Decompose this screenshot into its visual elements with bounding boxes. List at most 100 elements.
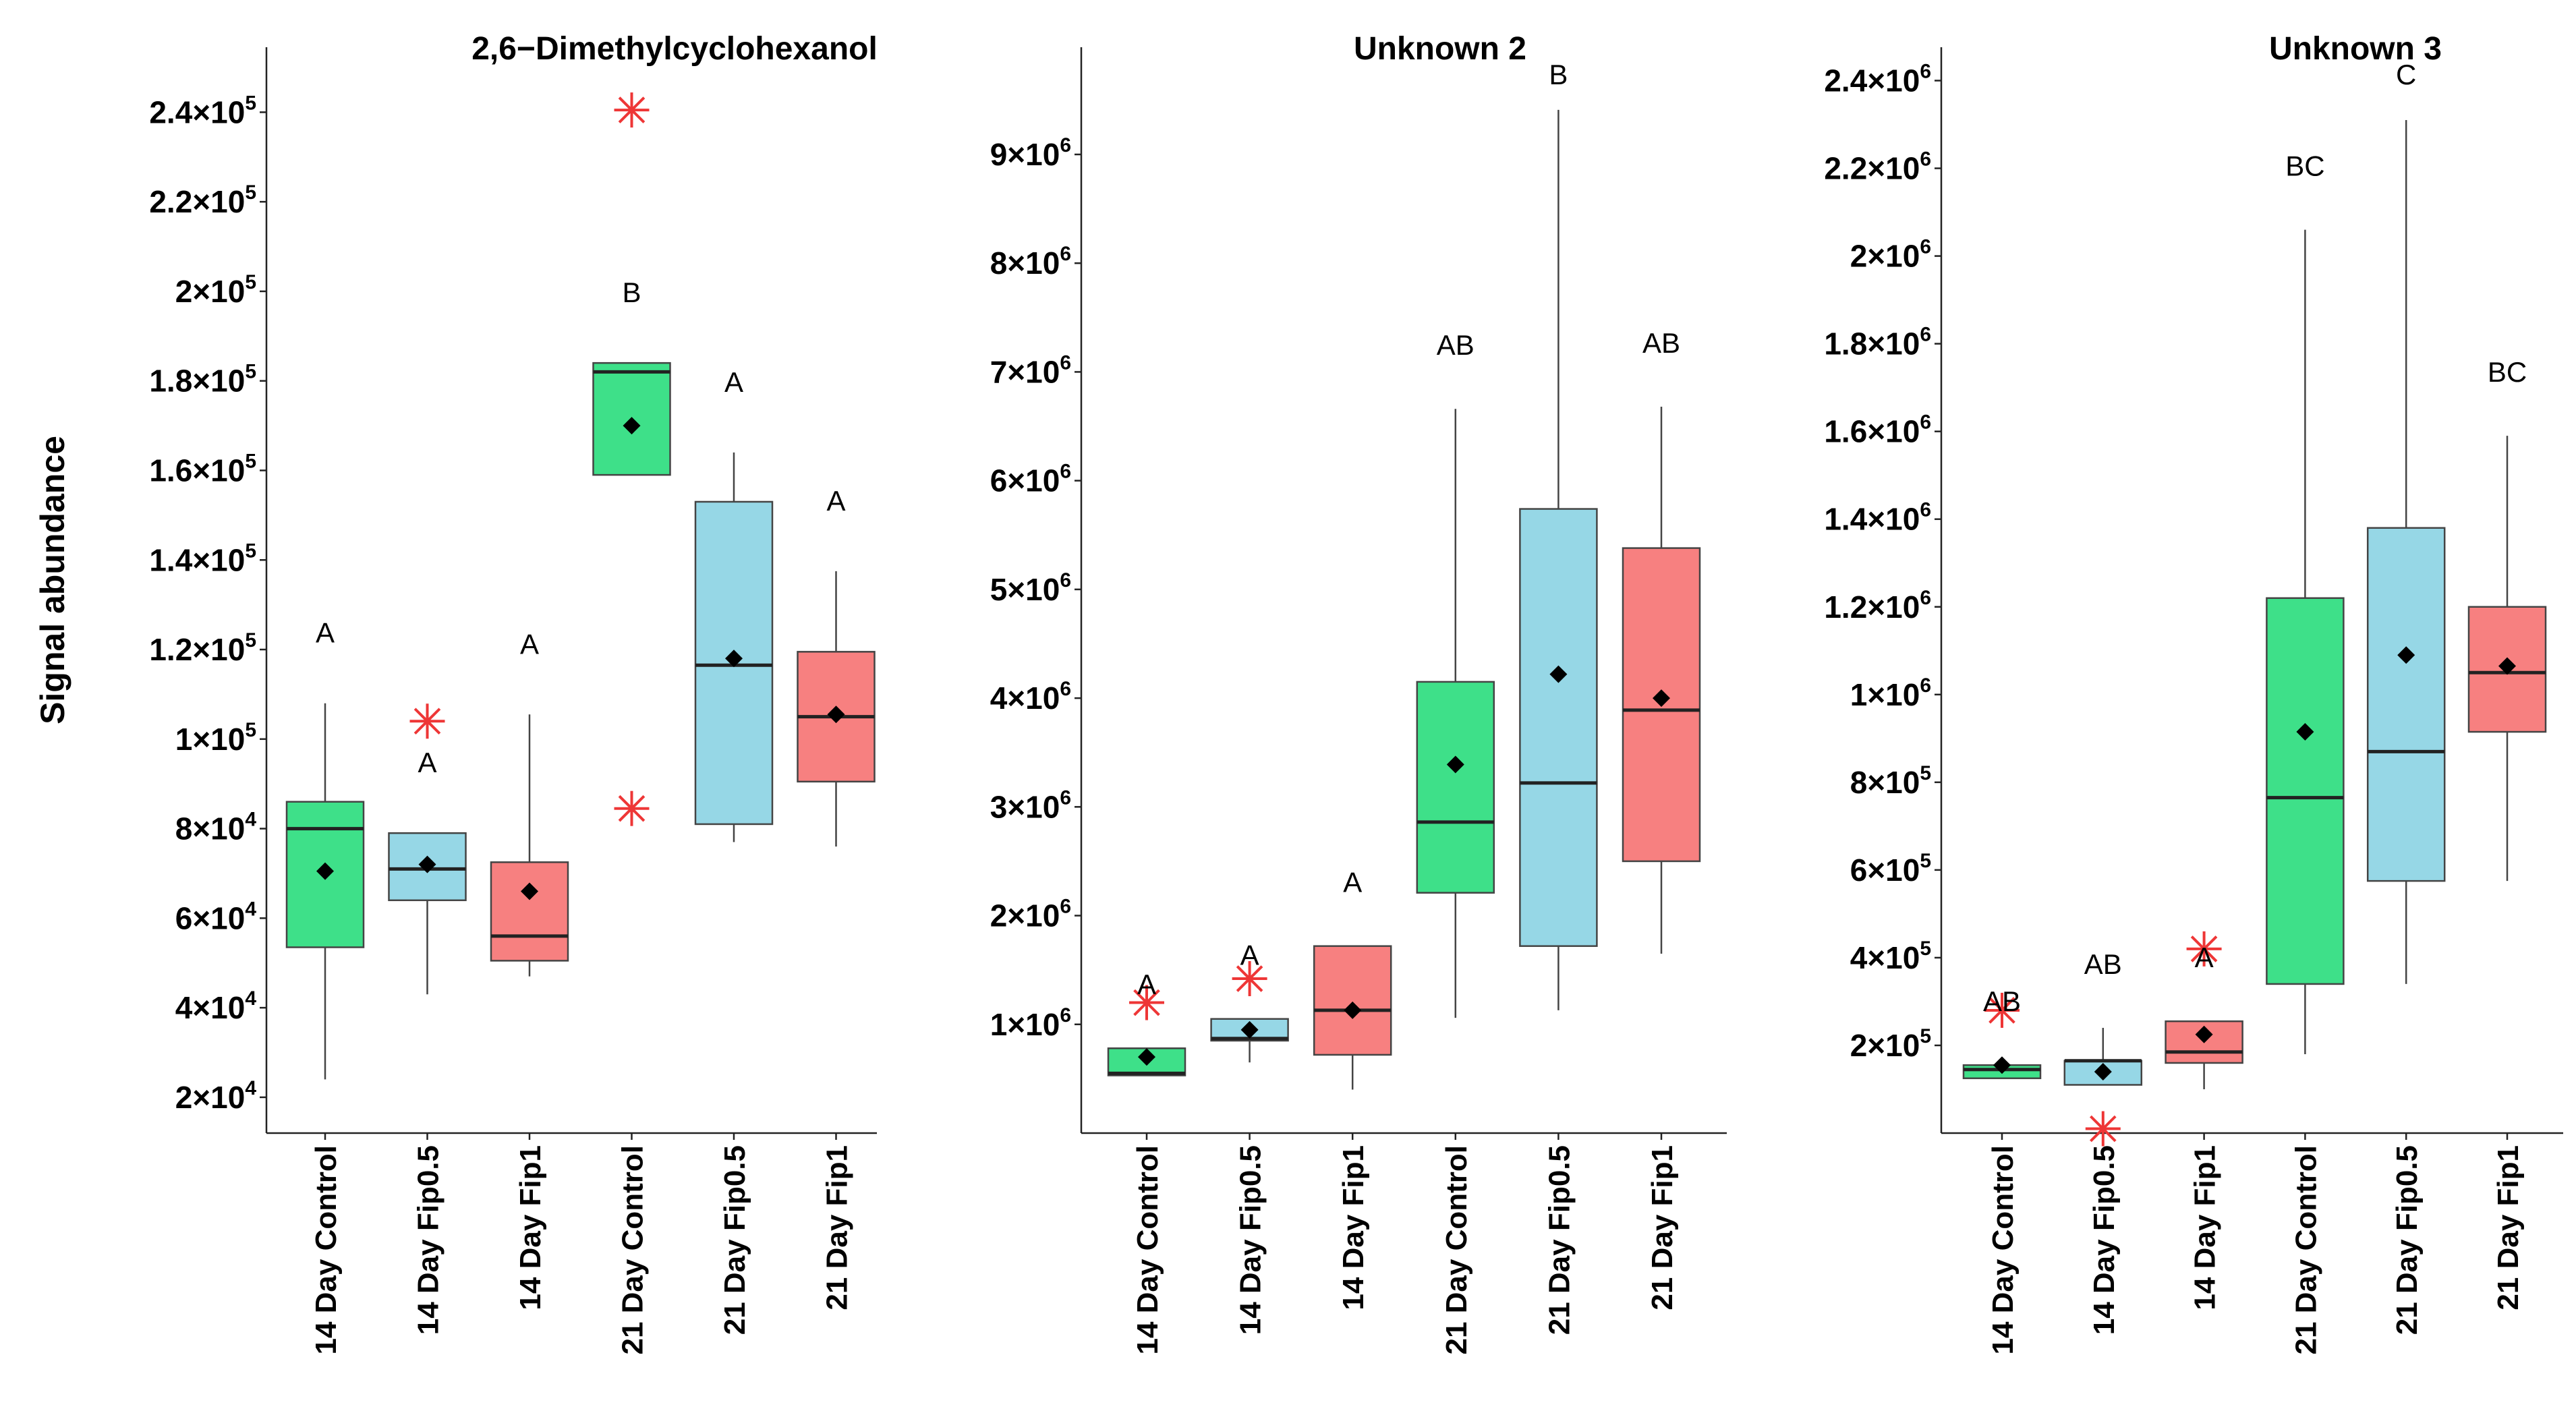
outlier-marker-stroke (618, 96, 646, 123)
mean-marker (1993, 1056, 2011, 1074)
mean-marker (1653, 689, 1670, 708)
mean-marker (1138, 1048, 1155, 1066)
mean-marker (418, 855, 436, 873)
outlier-marker (614, 92, 650, 128)
x-tick-label: 21 Day Fip1 (2492, 1145, 2525, 1310)
y-tick-label: 2.4×105 (149, 92, 256, 129)
mean-marker (1344, 1001, 1362, 1019)
x-tick-label: 21 Day Fip1 (1646, 1145, 1679, 1310)
y-tick-label: 1.4×105 (149, 540, 256, 577)
x-tick-label: 21 Day Fip0.5 (1543, 1145, 1576, 1335)
x-tick-label: 21 Day Control (2289, 1145, 2322, 1355)
iqr-box (490, 861, 569, 962)
box-21-day-fip1: 21 Day Fip1 A (797, 485, 876, 1310)
group-letter: A (520, 628, 539, 660)
y-tick-label: 1×106 (1850, 674, 1931, 712)
group-letter: A (2195, 942, 2214, 973)
y-tick-label: 2×105 (1850, 1025, 1931, 1063)
x-tick-label: 14 Day Fip1 (514, 1145, 547, 1310)
box-21-day-fip1: 21 Day Fip1 BC (2467, 356, 2547, 1310)
mean-marker (827, 705, 845, 724)
group-letter: BC (2488, 356, 2527, 388)
chart-title: Unknown 2 (1354, 31, 1526, 67)
chart-title: Unknown 3 (2269, 31, 2442, 67)
box-14-day-fip1: 14 Day Fip1 A (1313, 867, 1392, 1310)
group-letter: BC (2285, 150, 2324, 182)
outlier-marker (1232, 961, 1267, 997)
box-14-day-control: 14 Day Control A (285, 617, 365, 1355)
y-tick-label: 5×106 (990, 569, 1071, 607)
y-tick-label: 1×105 (175, 719, 256, 757)
outlier-marker-stroke (1236, 965, 1263, 992)
box-14-day-fip1: 14 Day Fip1 A (490, 628, 569, 1310)
y-tick-label: 7×106 (990, 351, 1071, 389)
outlier-marker-stroke (2190, 935, 2218, 962)
outlier-marker (1129, 985, 1164, 1020)
outlier-marker-stroke (618, 795, 646, 822)
y-tick-label: 2.4×106 (1824, 61, 1931, 98)
y-tick-label: 2×105 (175, 271, 256, 309)
box-14-day-control: 14 Day Control A (1107, 969, 1186, 1355)
x-tick-label: 14 Day Fip0.5 (412, 1145, 445, 1335)
y-tick-label: 6×106 (990, 461, 1071, 498)
y-tick-label: 3×106 (990, 786, 1071, 824)
group-letter: AB (1642, 327, 1680, 359)
x-tick-label: 21 Day Control (617, 1145, 650, 1355)
x-tick-label: 21 Day Control (1440, 1145, 1473, 1355)
iqr-box (1519, 508, 1598, 947)
y-tick-label: 8×106 (990, 243, 1071, 281)
box-21-day-fip0-5: 21 Day Fip0.5 A (694, 366, 774, 1335)
iqr-box (2366, 527, 2446, 882)
y-tick-label: 2×104 (175, 1077, 257, 1115)
outlier-marker (2085, 1111, 2121, 1147)
y-tick-label: 1.6×105 (149, 450, 256, 488)
y-tick-label: 4×105 (1850, 938, 1931, 975)
group-letter: AB (2084, 948, 2122, 980)
y-tick-label: 1.2×105 (149, 629, 256, 667)
y-tick-label: 6×105 (1850, 850, 1931, 888)
iqr-box (1622, 547, 1701, 863)
group-letter: B (622, 277, 641, 308)
box-14-day-fip0-5: 14 Day Fip0.5 A (1210, 940, 1289, 1335)
x-tick-label: 14 Day Control (1986, 1145, 2020, 1355)
group-letter: A (1240, 940, 1259, 971)
y-tick-label: 9×106 (990, 134, 1071, 172)
mean-marker (623, 417, 641, 435)
group-letter: A (1137, 969, 1156, 1000)
y-tick-label: 6×104 (175, 898, 257, 935)
mean-marker (521, 882, 538, 900)
x-tick-label: 21 Day Fip0.5 (718, 1145, 751, 1335)
box-14-day-fip0-5: 14 Day Fip0.5 AB (2063, 948, 2143, 1335)
outlier-marker (1984, 992, 2020, 1028)
box-21-day-control: 21 Day Control AB (1416, 329, 1495, 1355)
panel-unknown-2: Unknown 2 1×106 2×106 3×106 4×106 5×106 6×106 7… (990, 31, 1727, 1355)
group-letter: A (1343, 867, 1362, 898)
y-tick-label: 8×105 (1850, 762, 1931, 800)
y-tick-label: 2×106 (990, 896, 1071, 933)
group-letter: A (316, 617, 335, 649)
panel-dimethylcyclohexanol: 2,6−Dimethylcyclohexanol 2×104 4×104 6×104 8… (149, 31, 877, 1355)
y-tick-label: 1.6×106 (1824, 411, 1931, 449)
y-tick-label: 4×104 (175, 987, 257, 1025)
box-14-day-control: 14 Day Control AB (1962, 985, 2042, 1355)
outlier-marker (2186, 931, 2222, 967)
y-tick-label: 2.2×106 (1824, 148, 1931, 186)
mean-marker (2296, 723, 2314, 741)
group-letter: C (2396, 59, 2416, 90)
iqr-box (2266, 597, 2345, 985)
x-tick-label: 14 Day Fip1 (2189, 1145, 2222, 1310)
outlier-marker (409, 703, 445, 739)
x-tick-label: 21 Day Fip1 (821, 1145, 854, 1310)
mean-marker (2498, 657, 2516, 675)
x-tick-label: 14 Day Fip0.5 (1234, 1145, 1267, 1335)
group-letter: AB (1983, 985, 2021, 1017)
panel-unknown-3: Unknown 3 2×105 4×105 6×105 8×105 1×106 1.2×10… (1824, 31, 2563, 1355)
group-letter: B (1549, 59, 1568, 90)
y-tick-label: 1×106 (990, 1004, 1071, 1042)
y-tick-label: 8×104 (175, 809, 257, 846)
y-tick-label: 1.8×105 (149, 361, 256, 399)
mean-marker (2397, 646, 2415, 664)
outlier-marker-stroke (1988, 997, 2015, 1024)
outlier-marker-stroke (2090, 1115, 2117, 1143)
